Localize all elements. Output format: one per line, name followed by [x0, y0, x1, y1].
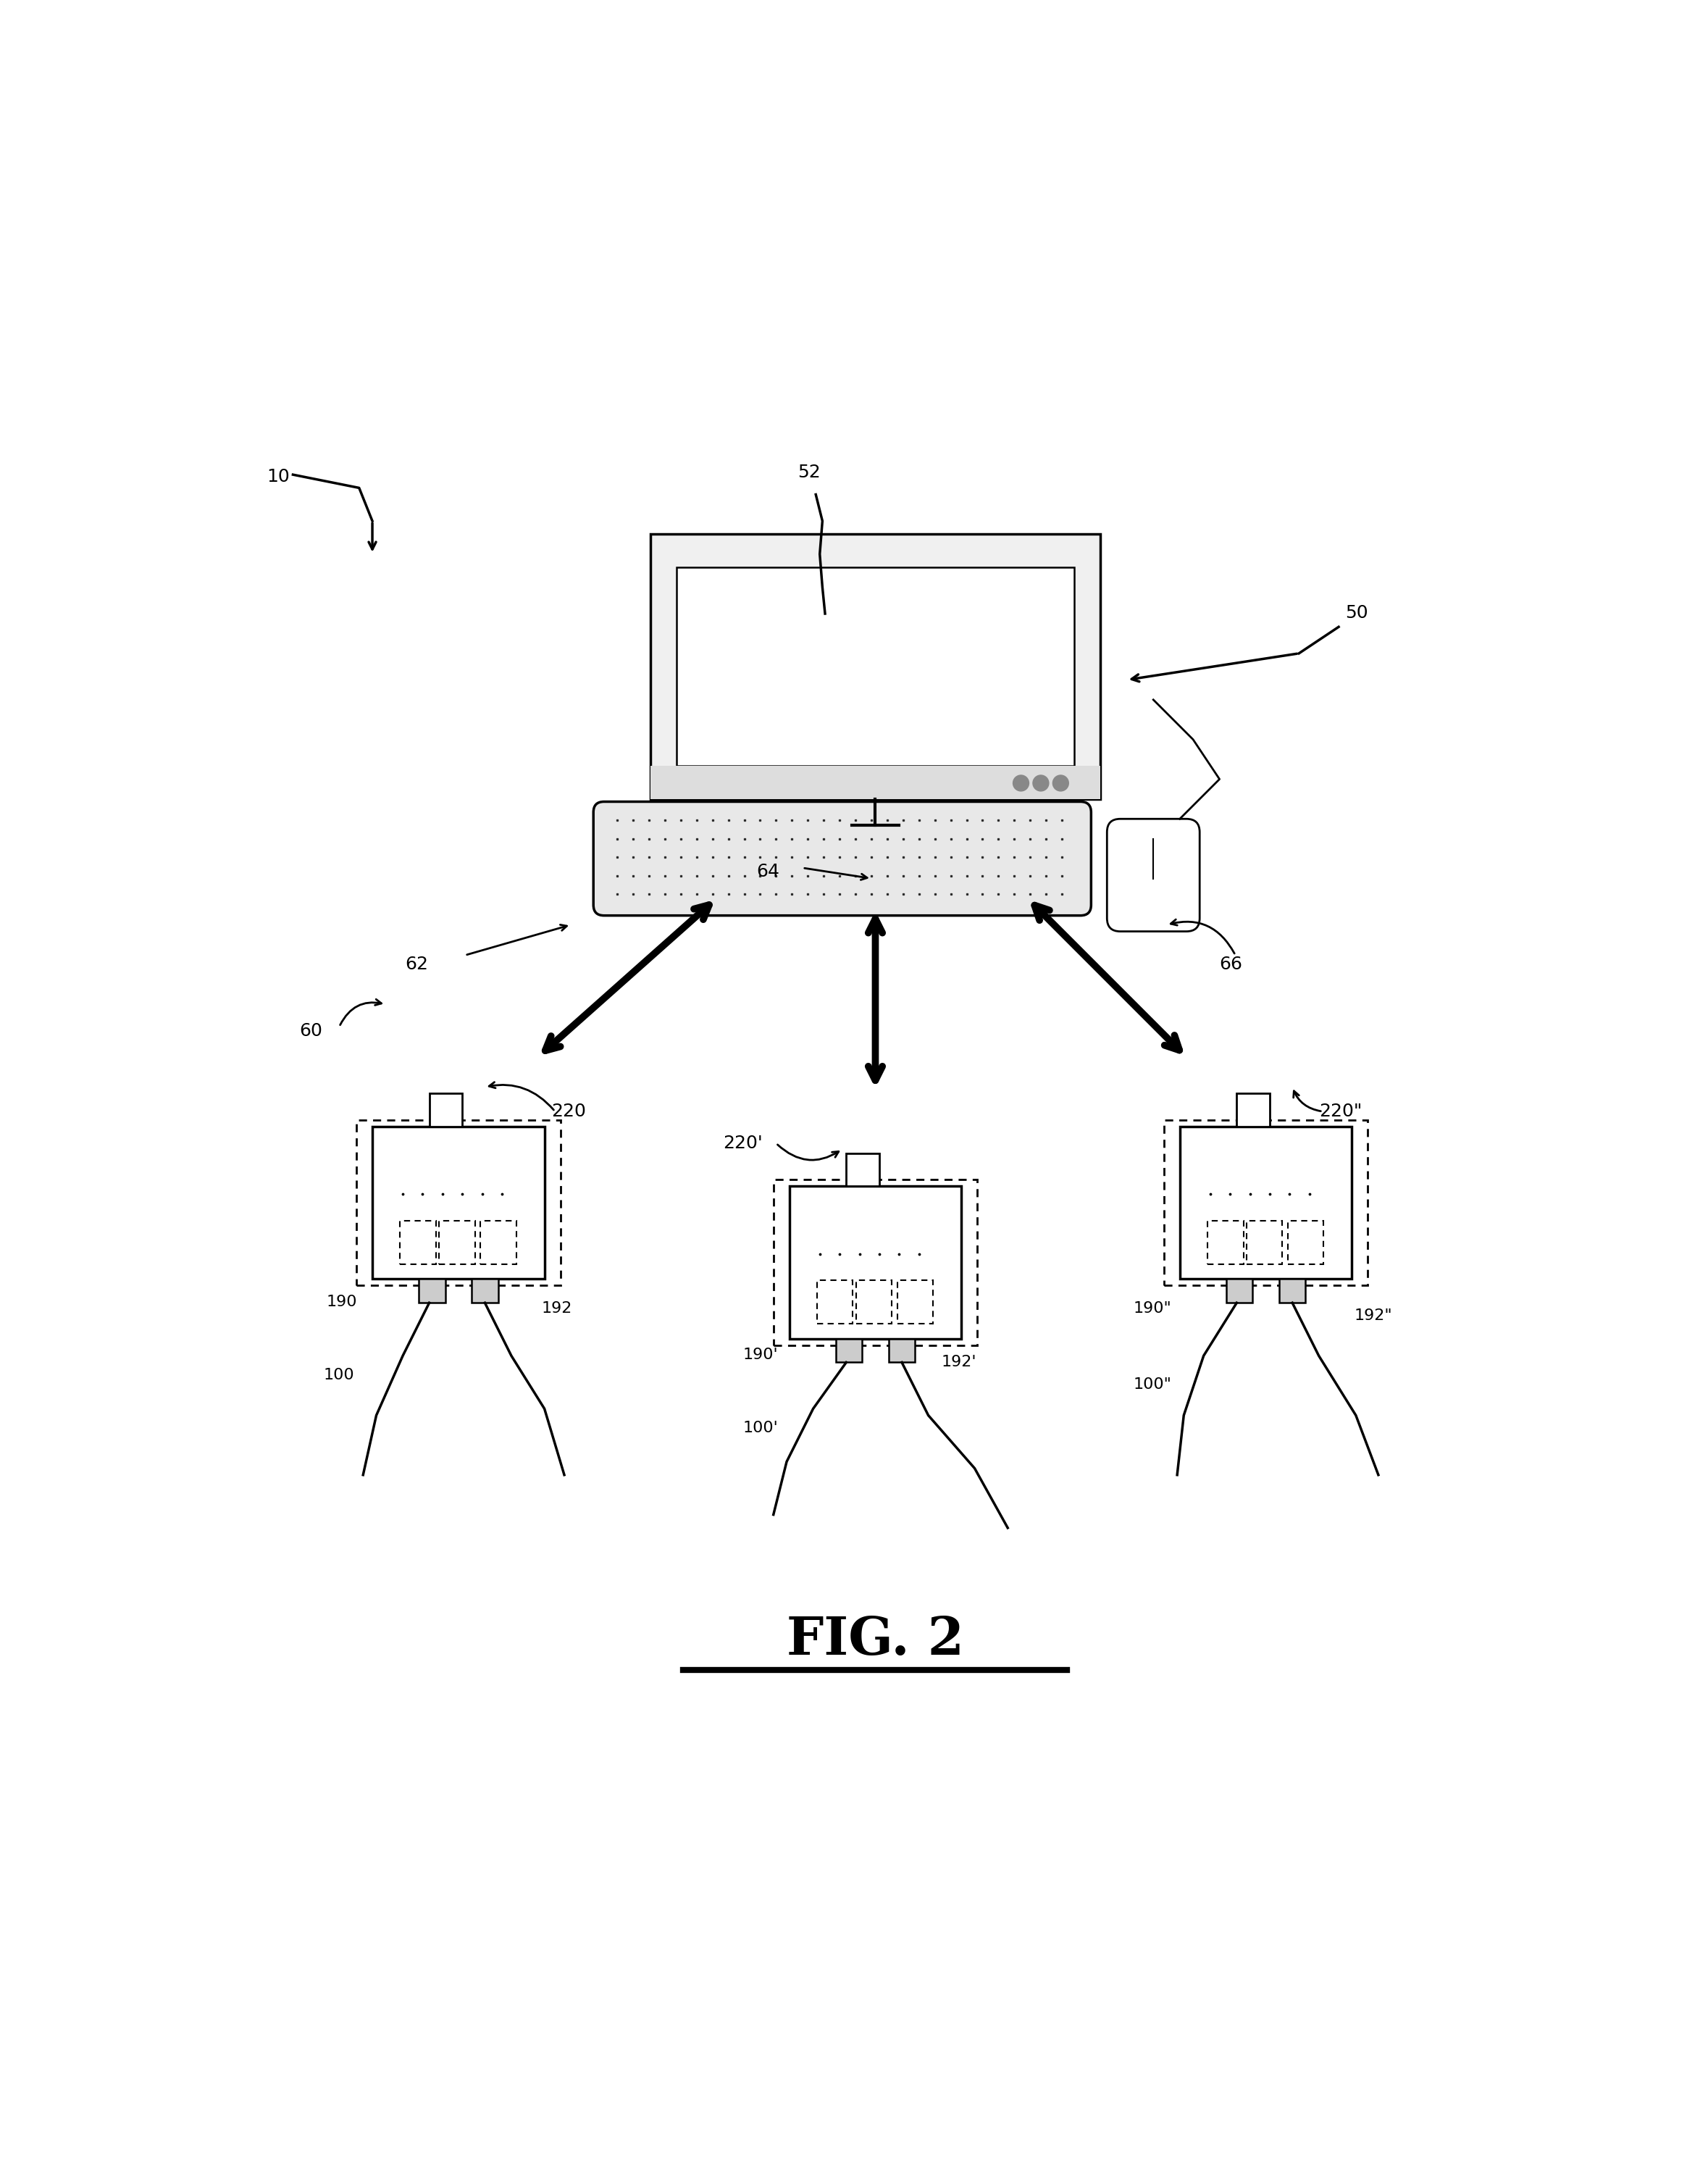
- Circle shape: [1052, 775, 1069, 790]
- Bar: [651, 533, 1100, 799]
- Bar: [1180, 1127, 1353, 1278]
- Bar: [845, 1153, 880, 1185]
- Text: 190: 190: [326, 1295, 357, 1308]
- Text: 10: 10: [266, 469, 289, 486]
- Circle shape: [1013, 775, 1028, 790]
- Text: 62: 62: [405, 956, 429, 974]
- Bar: [400, 1220, 436, 1265]
- FancyBboxPatch shape: [593, 801, 1091, 915]
- Bar: [856, 1280, 892, 1323]
- Bar: [835, 1339, 863, 1362]
- Text: 52: 52: [798, 464, 820, 481]
- Bar: [1163, 1121, 1368, 1285]
- Bar: [389, 1179, 528, 1269]
- Bar: [1247, 1220, 1283, 1265]
- Text: 220": 220": [1319, 1103, 1361, 1121]
- Bar: [429, 1095, 463, 1127]
- Bar: [1226, 1278, 1252, 1302]
- Bar: [676, 568, 1074, 766]
- Text: 192: 192: [541, 1302, 572, 1317]
- Text: 60: 60: [299, 1021, 323, 1038]
- Text: 100': 100': [743, 1421, 779, 1436]
- Text: FIG. 2: FIG. 2: [787, 1615, 963, 1665]
- Bar: [806, 1237, 945, 1330]
- Bar: [1237, 1095, 1269, 1127]
- Text: 220': 220': [722, 1136, 763, 1153]
- Bar: [480, 1220, 516, 1265]
- Text: 192": 192": [1354, 1308, 1392, 1323]
- Bar: [471, 1278, 499, 1302]
- Text: 50: 50: [1346, 605, 1368, 622]
- Text: 190": 190": [1134, 1302, 1172, 1317]
- Bar: [774, 1179, 977, 1345]
- Bar: [897, 1280, 933, 1323]
- Text: 100": 100": [1134, 1377, 1172, 1390]
- Bar: [789, 1185, 962, 1339]
- Bar: [357, 1121, 560, 1285]
- Text: 100: 100: [323, 1367, 354, 1382]
- Bar: [418, 1278, 446, 1302]
- Text: 220: 220: [552, 1103, 586, 1121]
- Bar: [372, 1127, 545, 1278]
- Text: 192': 192': [941, 1354, 977, 1369]
- Text: 64: 64: [757, 864, 779, 881]
- Bar: [1208, 1220, 1243, 1265]
- Bar: [816, 1280, 852, 1323]
- Bar: [1197, 1179, 1334, 1269]
- Bar: [1279, 1278, 1305, 1302]
- FancyBboxPatch shape: [1107, 818, 1199, 931]
- Bar: [651, 766, 1100, 799]
- Text: 190': 190': [743, 1347, 779, 1362]
- Bar: [1288, 1220, 1324, 1265]
- Bar: [439, 1220, 475, 1265]
- Bar: [888, 1339, 915, 1362]
- Circle shape: [1033, 775, 1049, 790]
- Text: 66: 66: [1220, 956, 1243, 974]
